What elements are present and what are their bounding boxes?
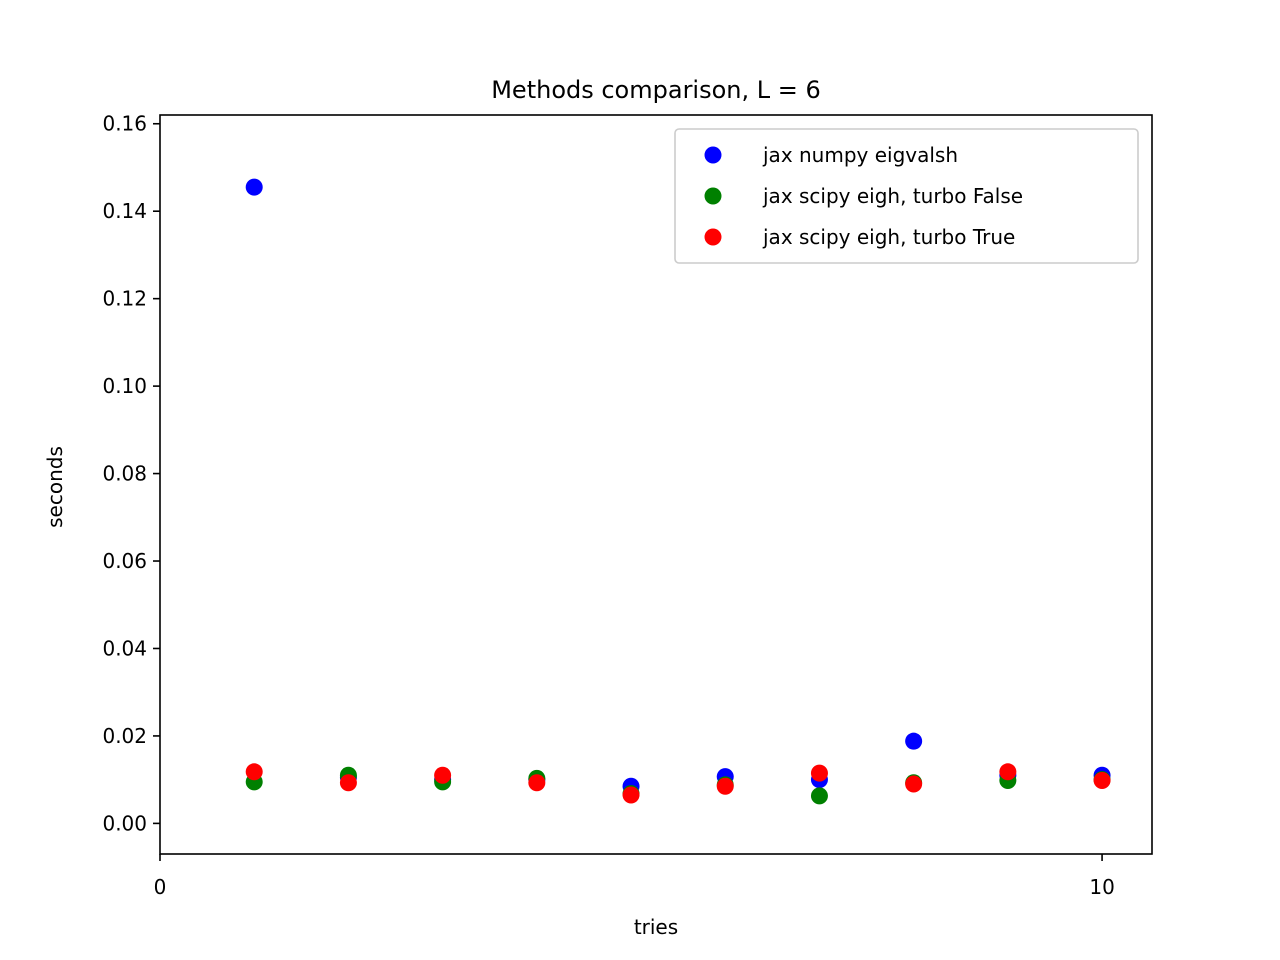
y-tick-label: 0.02 xyxy=(102,724,147,748)
data-point xyxy=(339,774,357,792)
data-point xyxy=(999,763,1017,781)
series-3 xyxy=(245,763,1111,804)
legend-marker xyxy=(704,146,722,164)
y-tick-label: 0.10 xyxy=(102,374,147,398)
legend-label: jax numpy eigvalsh xyxy=(762,143,958,167)
x-axis-label: tries xyxy=(634,915,678,939)
data-point xyxy=(622,786,640,804)
y-tick-label: 0.14 xyxy=(102,199,147,223)
x-tick-label: 10 xyxy=(1089,875,1114,899)
legend-label: jax scipy eigh, turbo True xyxy=(762,225,1015,249)
y-tick-label: 0.04 xyxy=(102,636,147,660)
y-tick-label: 0.06 xyxy=(102,549,147,573)
y-axis: 0.00 0.02 0.04 0.06 0.08 0.10 0.12 0.14 0.16 xyxy=(102,112,160,835)
legend-marker xyxy=(704,187,722,205)
y-tick-label: 0.00 xyxy=(102,811,147,835)
x-tick-label: 0 xyxy=(154,875,167,899)
plot-frame xyxy=(159,114,1153,855)
y-axis-label: seconds xyxy=(43,446,67,528)
legend-label: jax scipy eigh, turbo False xyxy=(762,184,1023,208)
legend-marker xyxy=(704,228,722,246)
data-point xyxy=(716,777,734,795)
data-point xyxy=(905,775,923,793)
legend: jax numpy eigvalsh jax scipy eigh, turbo … xyxy=(674,128,1139,264)
data-point xyxy=(905,732,923,750)
y-tick-label: 0.16 xyxy=(102,112,147,136)
data-point xyxy=(434,766,452,784)
y-tick-label: 0.12 xyxy=(102,287,147,311)
data-point xyxy=(1093,772,1111,790)
data-point xyxy=(245,763,263,781)
y-tick-label: 0.08 xyxy=(102,462,147,486)
data-point xyxy=(528,774,546,792)
chart-title: Methods comparison, L = 6 xyxy=(491,76,821,104)
data-point xyxy=(245,178,263,196)
data-point xyxy=(810,764,828,782)
x-axis: 0 10 xyxy=(154,854,1115,899)
legend-box xyxy=(674,128,1139,264)
data-point xyxy=(810,787,828,805)
